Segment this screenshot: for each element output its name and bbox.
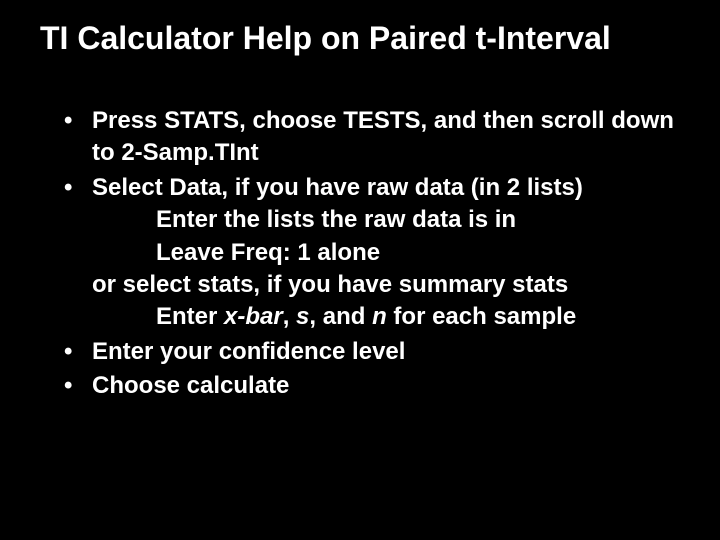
slide-title: TI Calculator Help on Paired t-Interval xyxy=(40,20,690,57)
text: , and xyxy=(309,303,372,330)
slide: TI Calculator Help on Paired t-Interval … xyxy=(0,0,720,540)
text: for each sample xyxy=(387,303,576,330)
text-n: n xyxy=(372,303,387,330)
text: Select Data, if you have raw data (in 2 … xyxy=(92,174,583,201)
text-stats: STATS xyxy=(164,107,239,134)
text-tests: TESTS xyxy=(343,107,420,134)
text: or select stats, if you have summary sta… xyxy=(92,271,568,298)
text: , xyxy=(283,303,296,330)
bullet-4: Choose calculate xyxy=(64,370,690,402)
text-s: s xyxy=(296,303,309,330)
bullet-3: Enter your confidence level xyxy=(64,336,690,368)
text: Enter xyxy=(156,303,224,330)
text: Press xyxy=(92,107,164,134)
sub-line: Enter x-bar, s, and n for each sample xyxy=(92,301,690,333)
text-xbar: x-bar xyxy=(224,303,283,330)
sub-line: Leave Freq: 1 alone xyxy=(92,237,690,269)
sub-line: Enter the lists the raw data is in xyxy=(92,204,690,236)
text: , choose xyxy=(239,107,343,134)
bullet-list: Press STATS, choose TESTS, and then scro… xyxy=(30,105,690,403)
text-cmd: 2-Samp.TInt xyxy=(121,139,258,166)
bullet-2: Select Data, if you have raw data (in 2 … xyxy=(64,172,690,334)
bullet-1: Press STATS, choose TESTS, and then scro… xyxy=(64,105,690,170)
